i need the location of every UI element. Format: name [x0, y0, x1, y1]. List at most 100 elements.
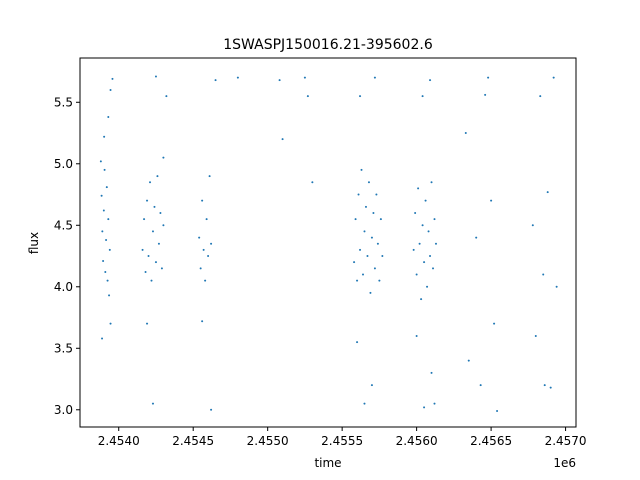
data-point: [103, 168, 106, 171]
x-tick-label: 2.4570: [545, 434, 587, 448]
data-point: [165, 95, 168, 98]
data-point: [362, 273, 364, 276]
data-point: [543, 384, 546, 387]
data-point: [432, 267, 435, 270]
data-point: [107, 116, 110, 119]
data-point: [207, 255, 210, 258]
data-point: [427, 230, 430, 233]
data-point: [108, 248, 111, 251]
data-point: [109, 88, 112, 91]
data-point: [162, 224, 165, 227]
data-point: [201, 320, 204, 323]
data-point: [421, 95, 424, 98]
y-tick-label: 3.0: [54, 403, 73, 417]
data-point: [546, 191, 549, 194]
data-point: [539, 95, 542, 98]
data-point: [534, 334, 537, 337]
data-point: [202, 248, 205, 251]
data-point: [542, 273, 545, 276]
data-point: [373, 267, 376, 270]
data-point: [555, 285, 558, 288]
data-points: [99, 75, 558, 413]
data-point: [102, 209, 105, 212]
data-point: [370, 384, 373, 387]
data-point: [376, 242, 379, 245]
x-tick-label: 2.4565: [470, 434, 512, 448]
data-point: [364, 205, 367, 208]
data-point: [111, 77, 114, 80]
data-point: [146, 322, 149, 325]
data-point: [146, 199, 149, 202]
data-point: [150, 279, 153, 282]
data-point: [418, 242, 421, 245]
data-point: [102, 259, 105, 262]
y-tick-label: 4.0: [54, 280, 73, 294]
data-point: [420, 298, 423, 301]
data-point: [412, 248, 415, 251]
data-point: [417, 187, 420, 190]
data-point: [149, 181, 152, 184]
data-point: [359, 95, 362, 98]
data-point: [208, 175, 211, 178]
x-axis-label: time: [314, 456, 341, 470]
y-tick-label: 5.5: [54, 95, 73, 109]
data-point: [375, 193, 378, 196]
data-point: [199, 267, 202, 270]
data-point: [156, 175, 159, 178]
data-point: [378, 279, 381, 282]
data-point: [356, 279, 359, 282]
data-point: [236, 76, 239, 79]
data-point: [360, 168, 363, 171]
data-point: [549, 386, 552, 389]
data-point: [104, 271, 107, 274]
data-point: [372, 211, 375, 214]
data-point: [363, 402, 366, 405]
data-point: [141, 248, 144, 251]
y-axis-label: flux: [27, 232, 41, 254]
data-point: [496, 410, 499, 413]
data-point: [103, 135, 106, 138]
data-point: [147, 255, 150, 258]
y-tick-label: 3.5: [54, 341, 73, 355]
data-point: [303, 76, 306, 79]
x-tick-label: 2.4545: [172, 434, 214, 448]
data-point: [311, 181, 314, 184]
data-point: [101, 230, 104, 233]
data-point: [366, 255, 369, 258]
x-tick-label: 2.4550: [247, 434, 289, 448]
data-point: [205, 218, 208, 221]
data-point: [381, 255, 384, 258]
data-point: [552, 76, 555, 79]
data-point: [144, 271, 147, 274]
data-point: [423, 261, 426, 264]
data-point: [204, 279, 207, 282]
data-point: [414, 211, 417, 214]
data-point: [373, 76, 376, 79]
plot-frame: [79, 57, 577, 428]
data-point: [143, 218, 146, 221]
data-point: [357, 193, 360, 196]
data-point: [201, 199, 204, 202]
data-point: [464, 132, 467, 135]
data-point: [369, 291, 372, 294]
data-point: [198, 236, 201, 239]
y-tick-label: 5.0: [54, 157, 73, 171]
data-point: [162, 156, 165, 159]
data-point: [430, 181, 433, 184]
data-point: [493, 322, 496, 325]
data-point: [100, 194, 103, 197]
x-tick-label: 2.4560: [396, 434, 438, 448]
data-point: [484, 93, 487, 96]
data-point: [101, 337, 104, 340]
data-point: [99, 160, 102, 163]
data-point: [434, 242, 437, 245]
data-point: [210, 408, 213, 411]
data-point: [429, 79, 432, 82]
data-point: [433, 218, 436, 221]
data-point: [531, 224, 534, 227]
data-point: [363, 230, 366, 233]
data-point: [354, 218, 357, 221]
data-point: [467, 359, 470, 362]
data-point: [487, 76, 490, 79]
data-point: [424, 199, 427, 202]
